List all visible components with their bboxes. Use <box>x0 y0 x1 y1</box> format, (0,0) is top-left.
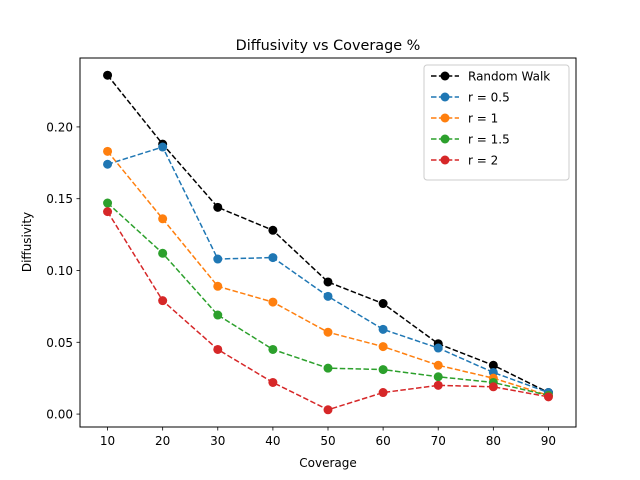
data-point <box>103 159 113 169</box>
legend-marker <box>440 92 450 102</box>
x-axis: 10 20 30 40 50 60 70 80 90 <box>100 427 556 448</box>
data-point <box>213 202 223 212</box>
data-point <box>103 207 113 217</box>
x-tick-label: 80 <box>486 434 501 448</box>
data-point <box>488 382 498 392</box>
data-point <box>268 225 278 235</box>
x-tick-label: 40 <box>265 434 280 448</box>
series-line <box>106 74 549 394</box>
data-point <box>213 281 223 291</box>
data-point <box>378 324 388 334</box>
data-point <box>543 392 553 402</box>
data-point <box>268 377 278 387</box>
data-point <box>433 343 443 353</box>
x-tick-label: 90 <box>541 434 556 448</box>
data-point <box>103 198 113 208</box>
x-tick-label: 10 <box>100 434 115 448</box>
legend-label: Random Walk <box>468 70 550 84</box>
x-tick-label: 20 <box>155 434 170 448</box>
data-point <box>268 344 278 354</box>
legend-item: r = 2 <box>431 154 498 168</box>
x-axis-label: Coverage <box>299 456 357 470</box>
legend-label: r = 2 <box>468 154 498 168</box>
data-point <box>378 299 388 309</box>
data-point <box>103 70 113 80</box>
data-point <box>323 363 333 373</box>
data-point <box>433 372 443 382</box>
y-tick-label: 0.15 <box>46 192 73 206</box>
y-tick-label: 0.00 <box>46 408 73 422</box>
legend-item: Random Walk <box>431 70 550 84</box>
data-point <box>213 254 223 264</box>
data-point <box>323 405 333 415</box>
chart-title: Diffusivity vs Coverage % <box>236 38 421 54</box>
data-point <box>378 388 388 398</box>
legend-marker <box>440 71 450 81</box>
data-point <box>158 142 168 152</box>
data-point <box>268 297 278 307</box>
legend-marker <box>440 155 450 165</box>
y-tick-label: 0.10 <box>46 264 73 278</box>
legend-marker <box>440 134 450 144</box>
y-tick-label: 0.05 <box>46 336 73 350</box>
data-point <box>378 365 388 375</box>
data-point <box>268 253 278 263</box>
plot-area <box>103 70 553 415</box>
data-point <box>323 291 333 301</box>
legend-item: r = 1 <box>431 112 498 126</box>
y-axis: 0.00 0.05 0.10 0.15 0.20 <box>46 120 80 422</box>
x-tick-label: 50 <box>320 434 335 448</box>
data-point <box>213 310 223 320</box>
data-point <box>323 277 333 287</box>
legend-box <box>423 64 570 181</box>
legend-label: r = 1 <box>468 112 498 126</box>
data-point <box>323 327 333 337</box>
x-tick-label: 30 <box>210 434 225 448</box>
legend-label: r = 1.5 <box>468 133 510 147</box>
x-tick-label: 70 <box>431 434 446 448</box>
data-point <box>158 214 168 224</box>
legend-item: r = 0.5 <box>431 91 510 105</box>
data-point <box>378 342 388 352</box>
data-point <box>433 380 443 390</box>
x-tick-label: 60 <box>375 434 390 448</box>
y-axis-label: Diffusivity <box>20 212 34 272</box>
series-line <box>107 146 549 394</box>
data-point <box>103 146 113 156</box>
series-line <box>106 150 549 397</box>
data-point <box>488 360 498 370</box>
legend-item: r = 1.5 <box>431 133 510 147</box>
data-point <box>433 360 443 370</box>
legend-marker <box>440 113 450 123</box>
data-point <box>158 296 168 306</box>
series-line <box>106 211 549 411</box>
data-point <box>158 248 168 258</box>
data-point <box>213 344 223 354</box>
legend: Random Walk r = 0.5 r = 1 r = 1.5 r = 2 <box>423 64 570 181</box>
legend-label: r = 0.5 <box>468 91 510 105</box>
series-r-2 <box>103 207 553 415</box>
y-tick-label: 0.20 <box>46 120 73 134</box>
series-r-0-5 <box>103 142 553 398</box>
